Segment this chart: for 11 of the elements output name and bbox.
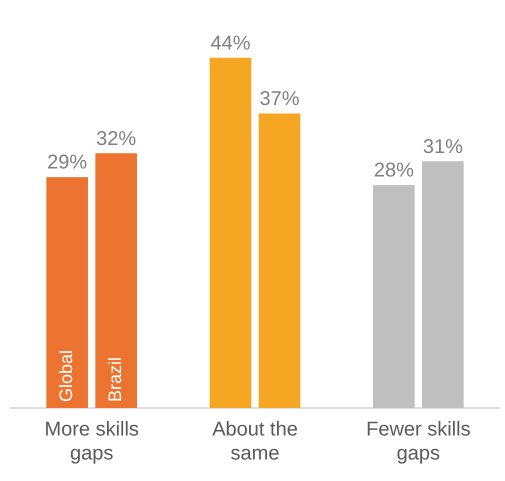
series-label: Brazil	[105, 356, 126, 402]
x-tick-label: Fewer skills gaps	[366, 418, 471, 465]
x-tick-label: About the same	[212, 418, 298, 465]
data-label: 31%	[422, 136, 464, 158]
x-tick-label: More skills gaps	[44, 418, 139, 465]
series-label: Global	[56, 350, 76, 402]
data-label: 44%	[210, 32, 251, 54]
data-label: 32%	[96, 128, 136, 150]
data-label: 29%	[47, 152, 88, 174]
data-label: 37%	[259, 88, 300, 110]
data-label: 28%	[374, 160, 414, 182]
